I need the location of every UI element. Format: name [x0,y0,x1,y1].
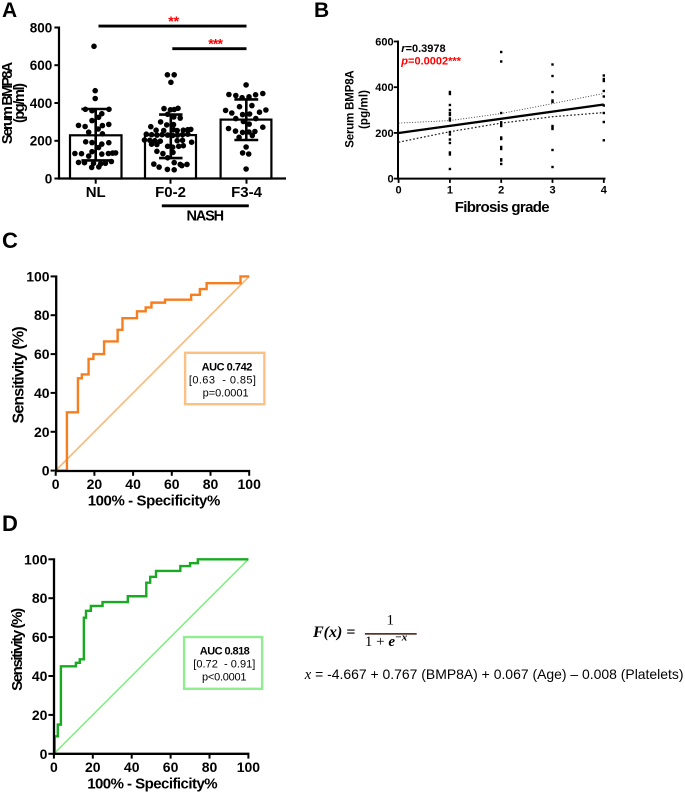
svg-text:x = -4.667 + 0.767 (BMP8A) + 0: x = -4.667 + 0.767 (BMP8A) + 0.067 (Age)… [304,666,684,683]
svg-text:600: 600 [375,37,393,49]
svg-text:NASH: NASH [187,209,225,225]
svg-text:20: 20 [87,476,103,492]
svg-text:200: 200 [375,128,393,140]
svg-text:40: 40 [32,668,48,684]
svg-text:80: 80 [203,476,219,492]
svg-text:C: C [2,228,18,253]
svg-text:80: 80 [202,759,218,775]
svg-text:1: 1 [447,185,453,197]
svg-text:Serum BMP8A: Serum BMP8A [345,70,357,148]
svg-text:400: 400 [30,96,53,111]
svg-text:0: 0 [387,174,393,186]
svg-text:p<0.0001: p<0.0001 [202,672,246,684]
svg-text:40: 40 [125,476,141,492]
svg-text:1: 1 [387,612,395,628]
svg-text:100: 100 [26,268,50,284]
svg-text:p=0.0002***: p=0.0002*** [400,56,461,68]
svg-text:0: 0 [50,759,58,775]
svg-text:0: 0 [40,746,48,762]
svg-text:p=0.0001: p=0.0001 [203,387,249,399]
svg-text:100% - Specificity%: 100% - Specificity% [87,776,217,793]
svg-text:0: 0 [42,463,50,479]
svg-text:60: 60 [164,476,180,492]
svg-text:1 + e−x: 1 + e−x [365,631,408,650]
svg-text:0: 0 [52,476,60,492]
svg-text:Sensitivity (%): Sensitivity (%) [11,326,28,423]
svg-text:AUC 0.818: AUC 0.818 [200,646,250,658]
svg-text:Sensitivity (%): Sensitivity (%) [9,608,26,691]
svg-text:400: 400 [375,82,393,94]
svg-text:**: ** [168,13,179,29]
svg-text:800: 800 [30,20,53,35]
svg-text:NL: NL [86,184,106,201]
svg-text:20: 20 [85,759,101,775]
svg-text:60: 60 [163,759,179,775]
svg-text:60: 60 [32,629,48,645]
svg-text:80: 80 [32,590,48,606]
svg-text:(pg/ml): (pg/ml) [12,83,28,123]
svg-text:20: 20 [32,707,48,723]
svg-text:F(x) =: F(x) = [312,624,355,641]
svg-text:AUC 0.742: AUC 0.742 [202,362,253,374]
svg-text:40: 40 [34,385,50,401]
svg-text:4: 4 [601,185,608,197]
svg-text:F3-4: F3-4 [231,184,263,201]
svg-text:60: 60 [34,346,50,362]
svg-text:[0.72 - 0.91]: [0.72 - 0.91] [193,659,255,671]
svg-text:B: B [314,0,329,22]
svg-text:600: 600 [30,58,53,73]
svg-text:[0.63 - 0.85]: [0.63 - 0.85] [189,374,256,386]
svg-text:(pg/ml): (pg/ml) [359,90,371,129]
svg-text:D: D [2,511,18,536]
svg-text:r=0.3978: r=0.3978 [401,43,445,55]
svg-text:20: 20 [34,424,50,440]
svg-text:100: 100 [238,476,262,492]
svg-text:3: 3 [549,185,555,197]
svg-text:2: 2 [498,185,504,197]
svg-text:100: 100 [24,551,48,567]
svg-text:80: 80 [34,307,50,323]
svg-text:100: 100 [237,759,261,775]
svg-text:Serum BMP8A: Serum BMP8A [0,61,16,144]
svg-text:Fibrosis grade: Fibrosis grade [455,199,550,216]
svg-text:A: A [2,0,17,22]
svg-text:100% - Specificity%: 100% - Specificity% [88,493,221,510]
svg-text:F0-2: F0-2 [155,184,186,201]
svg-text:40: 40 [124,759,140,775]
svg-text:0: 0 [45,171,53,186]
svg-text:***: *** [208,35,223,51]
svg-text:200: 200 [30,134,53,149]
svg-text:0: 0 [396,185,402,197]
